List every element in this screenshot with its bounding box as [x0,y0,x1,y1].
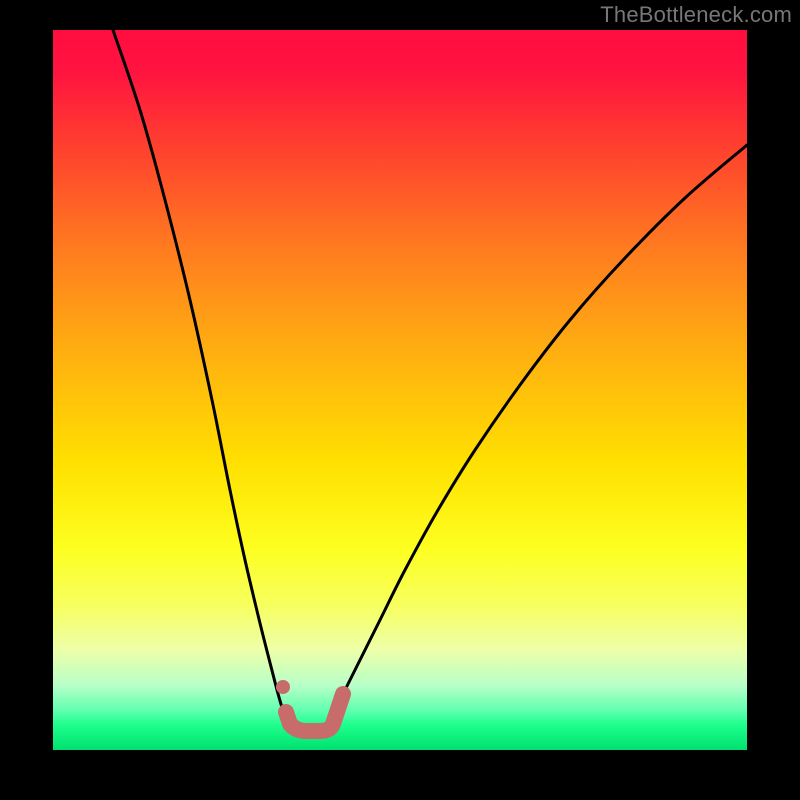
watermark-text: TheBottleneck.com [600,2,792,28]
chart-root: TheBottleneck.com [0,0,800,800]
bottleneck-chart-svg [0,0,800,800]
plot-area [53,30,747,750]
trough-marker-dot [276,680,290,694]
